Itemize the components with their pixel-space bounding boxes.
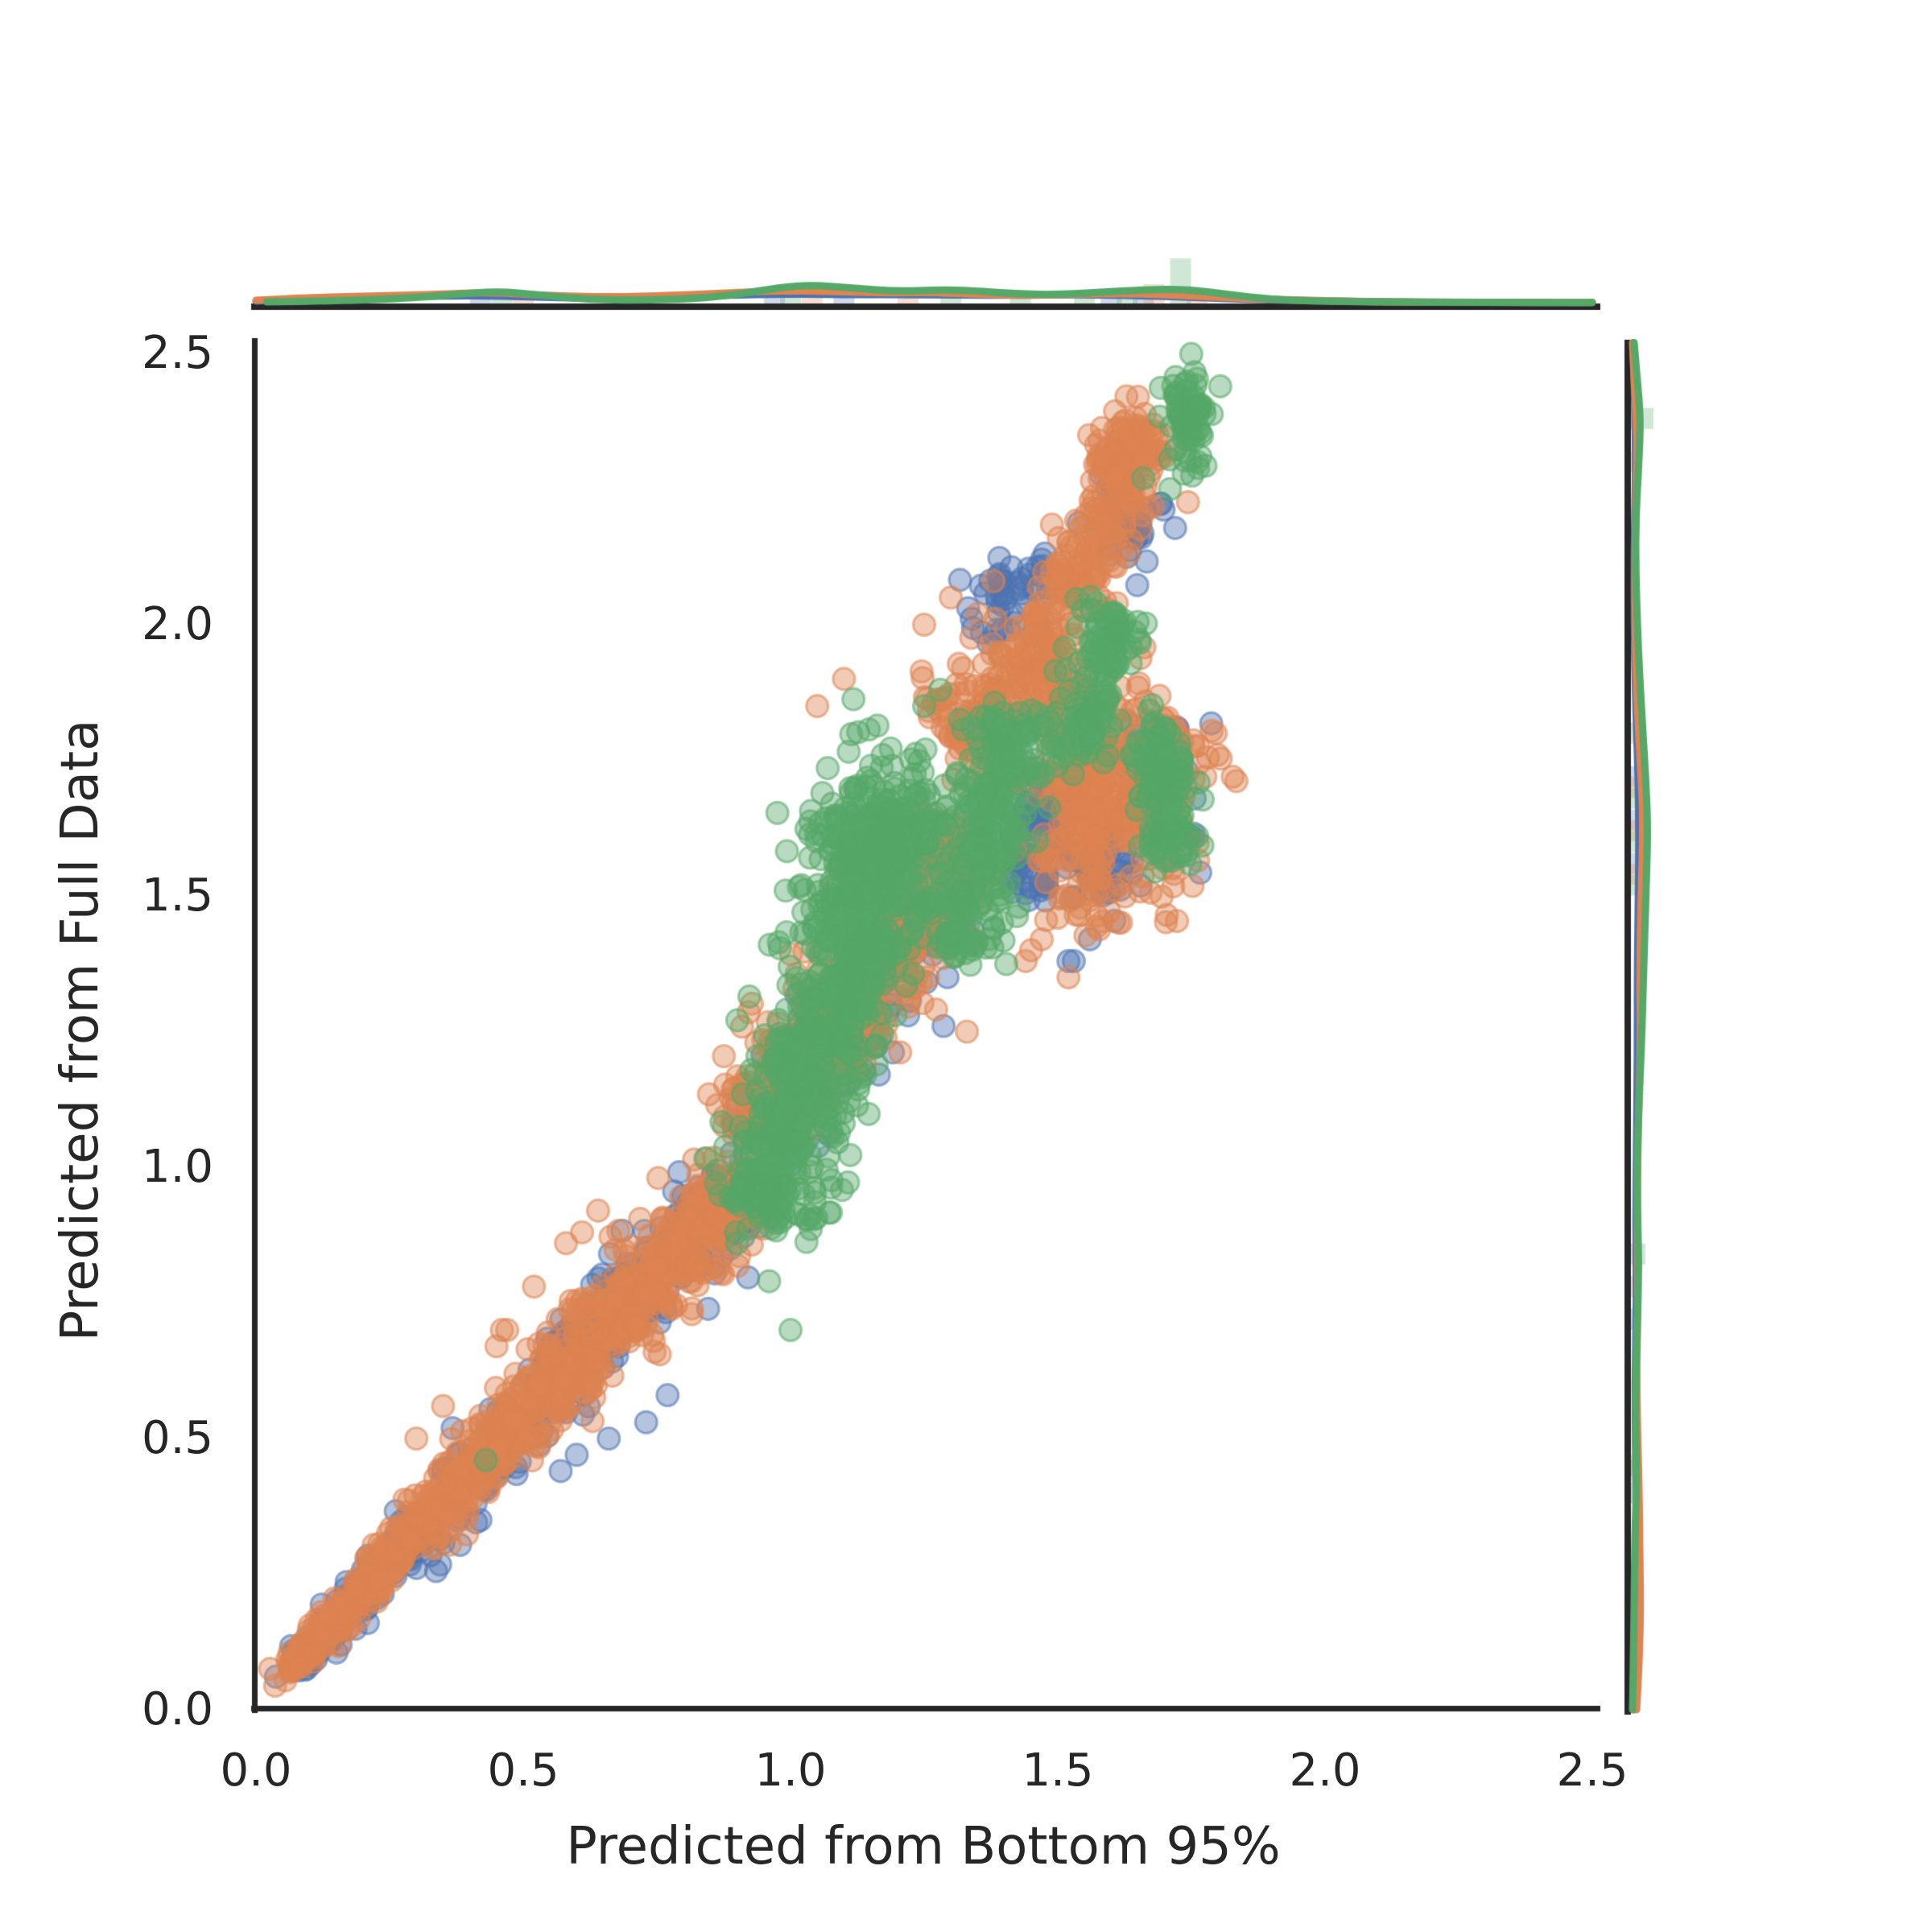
x-tick-label: 2.5 <box>1556 1744 1629 1797</box>
x-tick-label: 0.0 <box>220 1744 292 1797</box>
y-tick-label: 1.0 <box>141 1141 213 1193</box>
y-tick-label: 2.0 <box>141 598 213 650</box>
x-tick-label: 0.5 <box>487 1744 559 1797</box>
y-tick-label: 2.5 <box>141 327 213 379</box>
x-tick-label: 1.0 <box>754 1744 827 1797</box>
x-axis-label: Predicted from Bottom 95% <box>566 1817 1281 1876</box>
y-tick-label: 0.0 <box>141 1683 213 1736</box>
x-tick-label: 2.0 <box>1289 1744 1361 1797</box>
y-axis-label: Predicted from Full Data <box>51 719 110 1342</box>
y-tick-label: 0.5 <box>141 1412 213 1464</box>
x-tick-label: 1.5 <box>1022 1744 1094 1797</box>
y-tick-label: 1.5 <box>141 869 213 922</box>
